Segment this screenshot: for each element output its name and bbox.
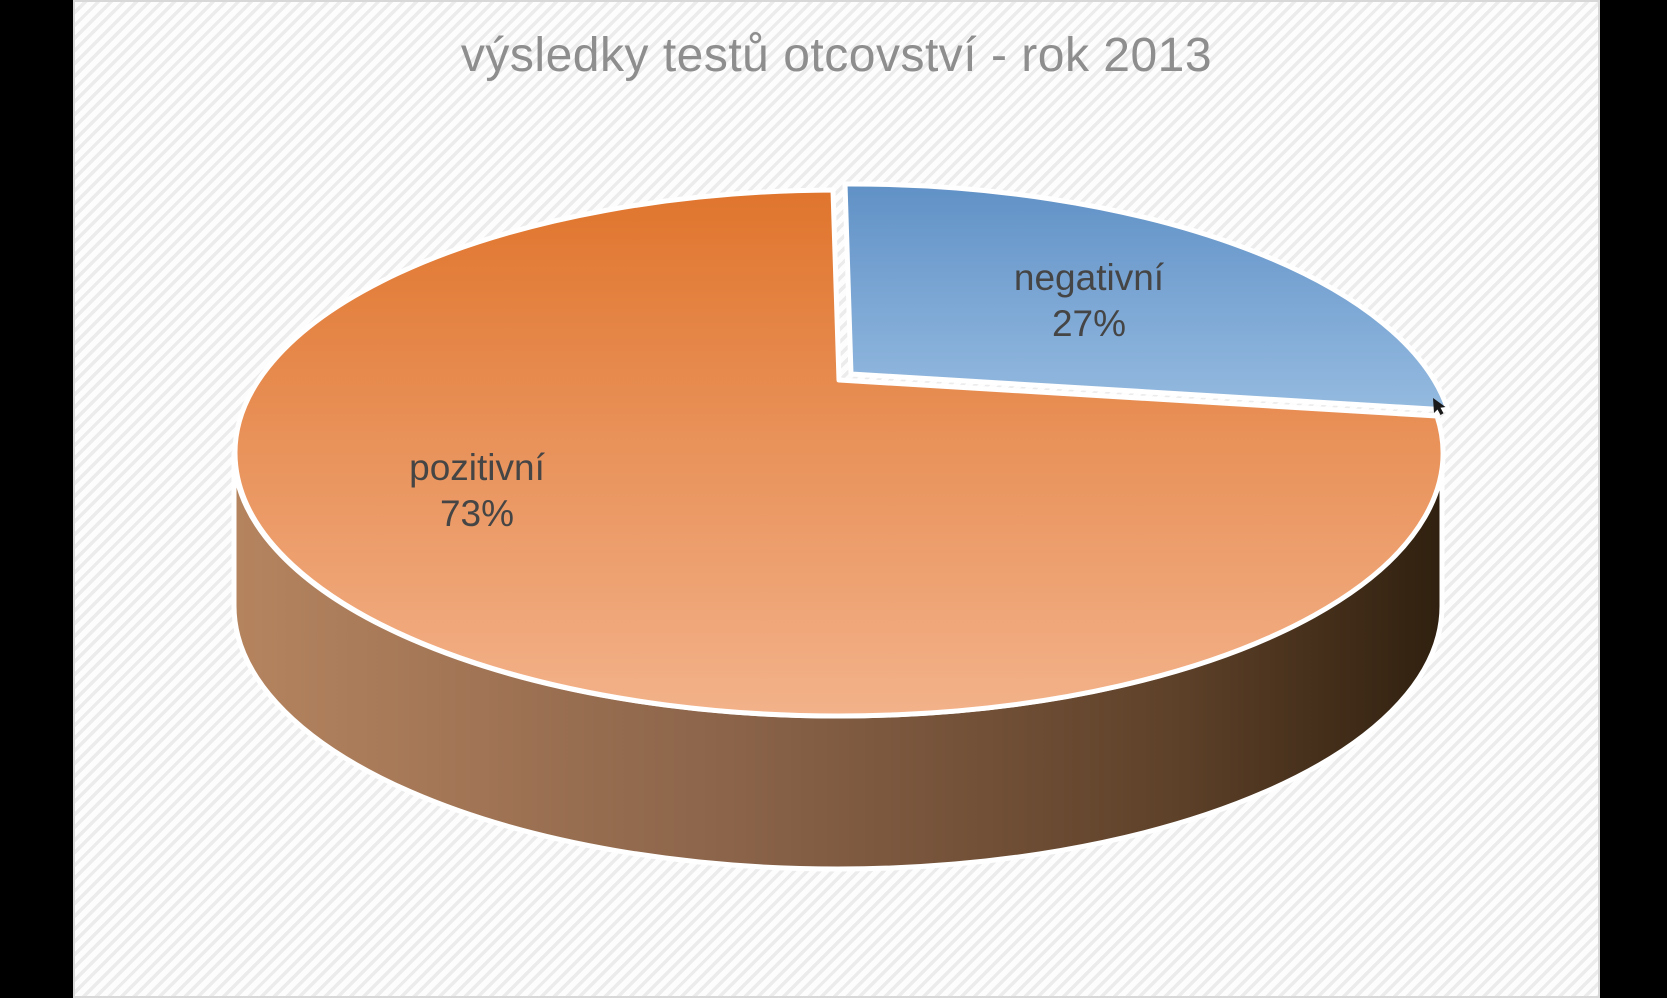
slice-label-pozitivni-name: pozitivní — [409, 447, 545, 488]
slice-label-negativni-pct: 27% — [1051, 303, 1127, 344]
slice-label-pozitivni: pozitivní 73% — [317, 445, 637, 537]
slice-label-negativni-name: negativní — [1013, 257, 1165, 298]
slice-label-pozitivni-pct: 73% — [439, 493, 515, 534]
mouse-pointer-icon — [1433, 398, 1446, 415]
slice-label-negativni: negativní 27% — [929, 255, 1249, 347]
chart-title: výsledky testů otcovství - rok 2013 — [460, 29, 1213, 82]
pie-slice-negativni[interactable] — [842, 181, 1451, 413]
pie-slice-pozitivni[interactable] — [232, 187, 1446, 719]
